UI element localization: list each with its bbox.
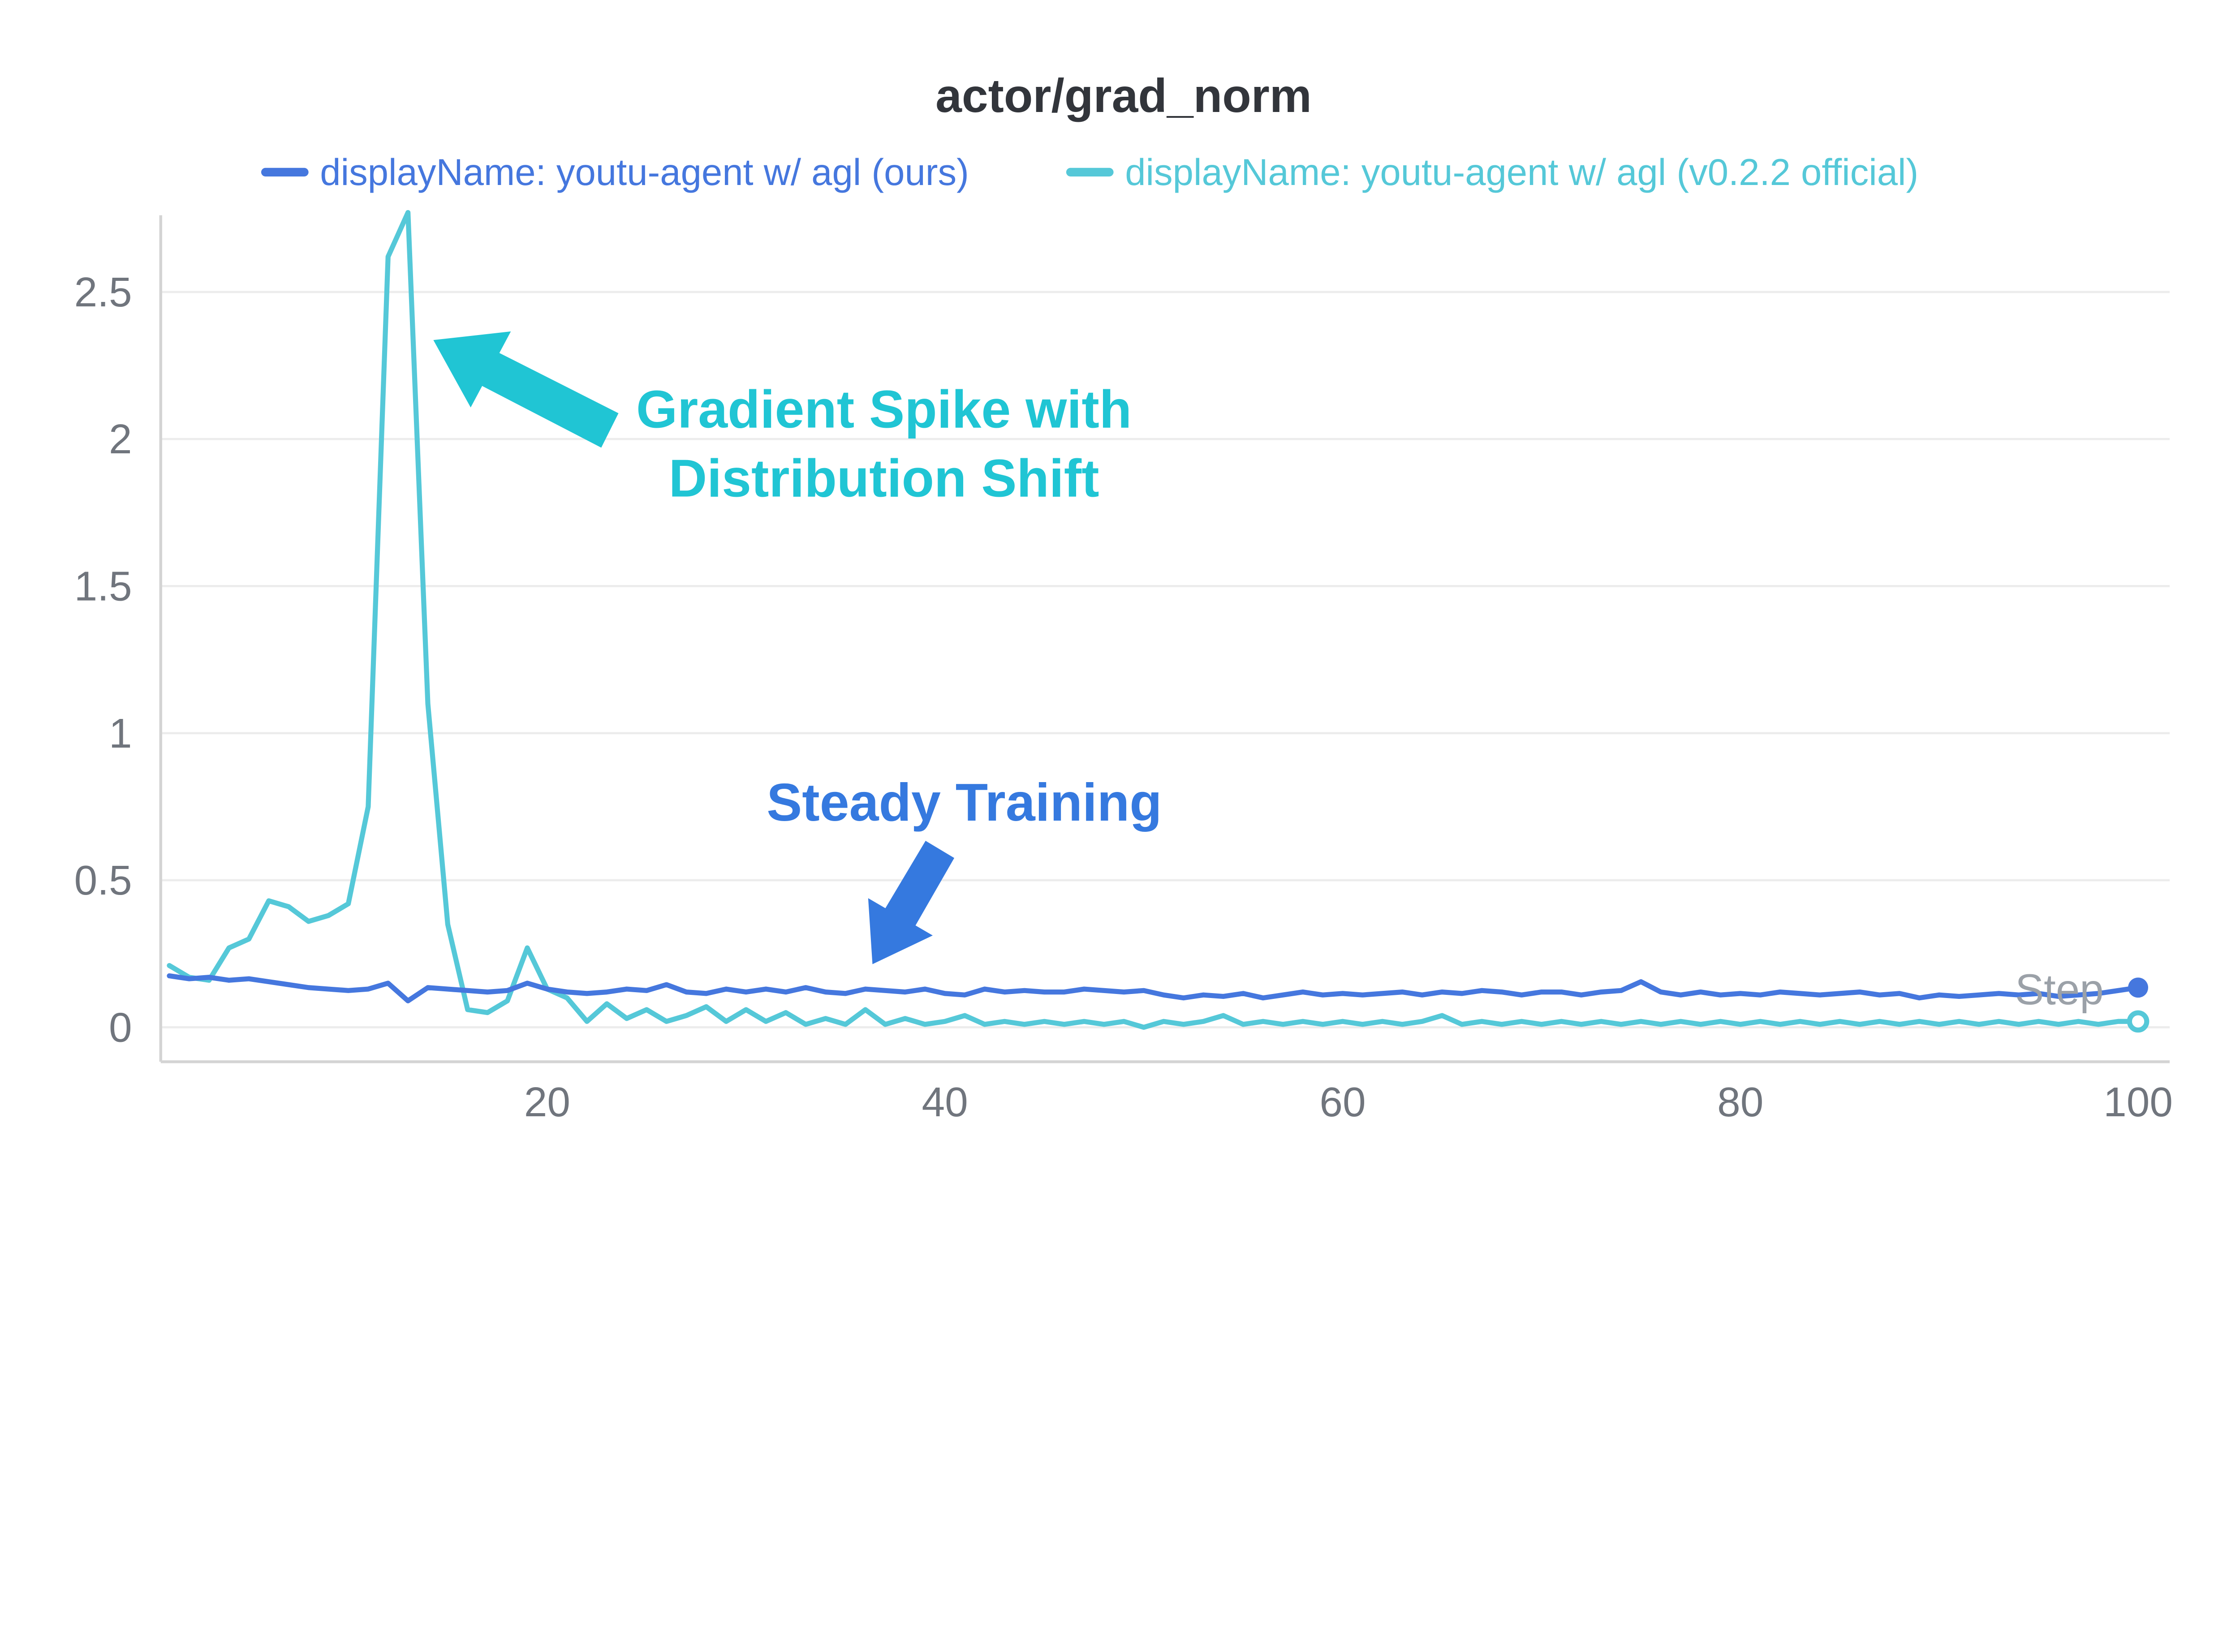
x-tick-labels: 20 40 60 80 100 — [524, 1079, 2173, 1125]
x-tick-label: 80 — [1717, 1079, 1763, 1125]
x-tick-label: 40 — [922, 1079, 968, 1125]
y-tick-label: 2 — [109, 416, 132, 462]
y-tick-label: 2.5 — [74, 269, 132, 315]
legend-item-official[interactable]: displayName: youtu-agent w/ agl (v0.2.2 … — [1066, 151, 1918, 193]
series-line-ours — [167, 973, 2141, 1003]
legend-label-official: displayName: youtu-agent w/ agl (v0.2.2 … — [1125, 151, 1918, 193]
gridlines — [160, 291, 2170, 1028]
y-tick-labels: 0 0.5 1 1.5 2 2.5 — [74, 269, 132, 1051]
legend-item-ours[interactable]: displayName: youtu-agent w/ agl (ours) — [261, 151, 969, 193]
x-axis-title: Step — [2015, 966, 2104, 1014]
series-line-official — [167, 210, 2141, 1030]
steady-arrow-icon — [868, 840, 955, 964]
chart-title: actor/grad_norm — [935, 69, 1312, 122]
x-tick-label: 100 — [2103, 1079, 2173, 1125]
spike-annotation-line2: Distribution Shift — [669, 449, 1099, 508]
y-tick-label: 1.5 — [74, 563, 132, 609]
y-tick-label: 0 — [109, 1004, 132, 1050]
steady-annotation: Steady Training — [767, 773, 1162, 832]
legend-label-ours: displayName: youtu-agent w/ agl (ours) — [320, 151, 969, 193]
legend: displayName: youtu-agent w/ agl (ours) d… — [261, 151, 1918, 193]
x-tick-label: 20 — [524, 1079, 570, 1125]
y-tick-label: 1 — [109, 710, 132, 757]
official-endpoint-dot — [2127, 1010, 2150, 1033]
grad-norm-chart: actor/grad_norm displayName: youtu-agent… — [74, 69, 2173, 1125]
spike-annotation-line1: Gradient Spike with — [636, 380, 1132, 439]
x-tick-label: 60 — [1319, 1079, 1366, 1125]
y-tick-label: 0.5 — [74, 857, 132, 903]
spike-arrow-icon — [433, 331, 619, 448]
ours-endpoint-dot — [2128, 977, 2148, 998]
